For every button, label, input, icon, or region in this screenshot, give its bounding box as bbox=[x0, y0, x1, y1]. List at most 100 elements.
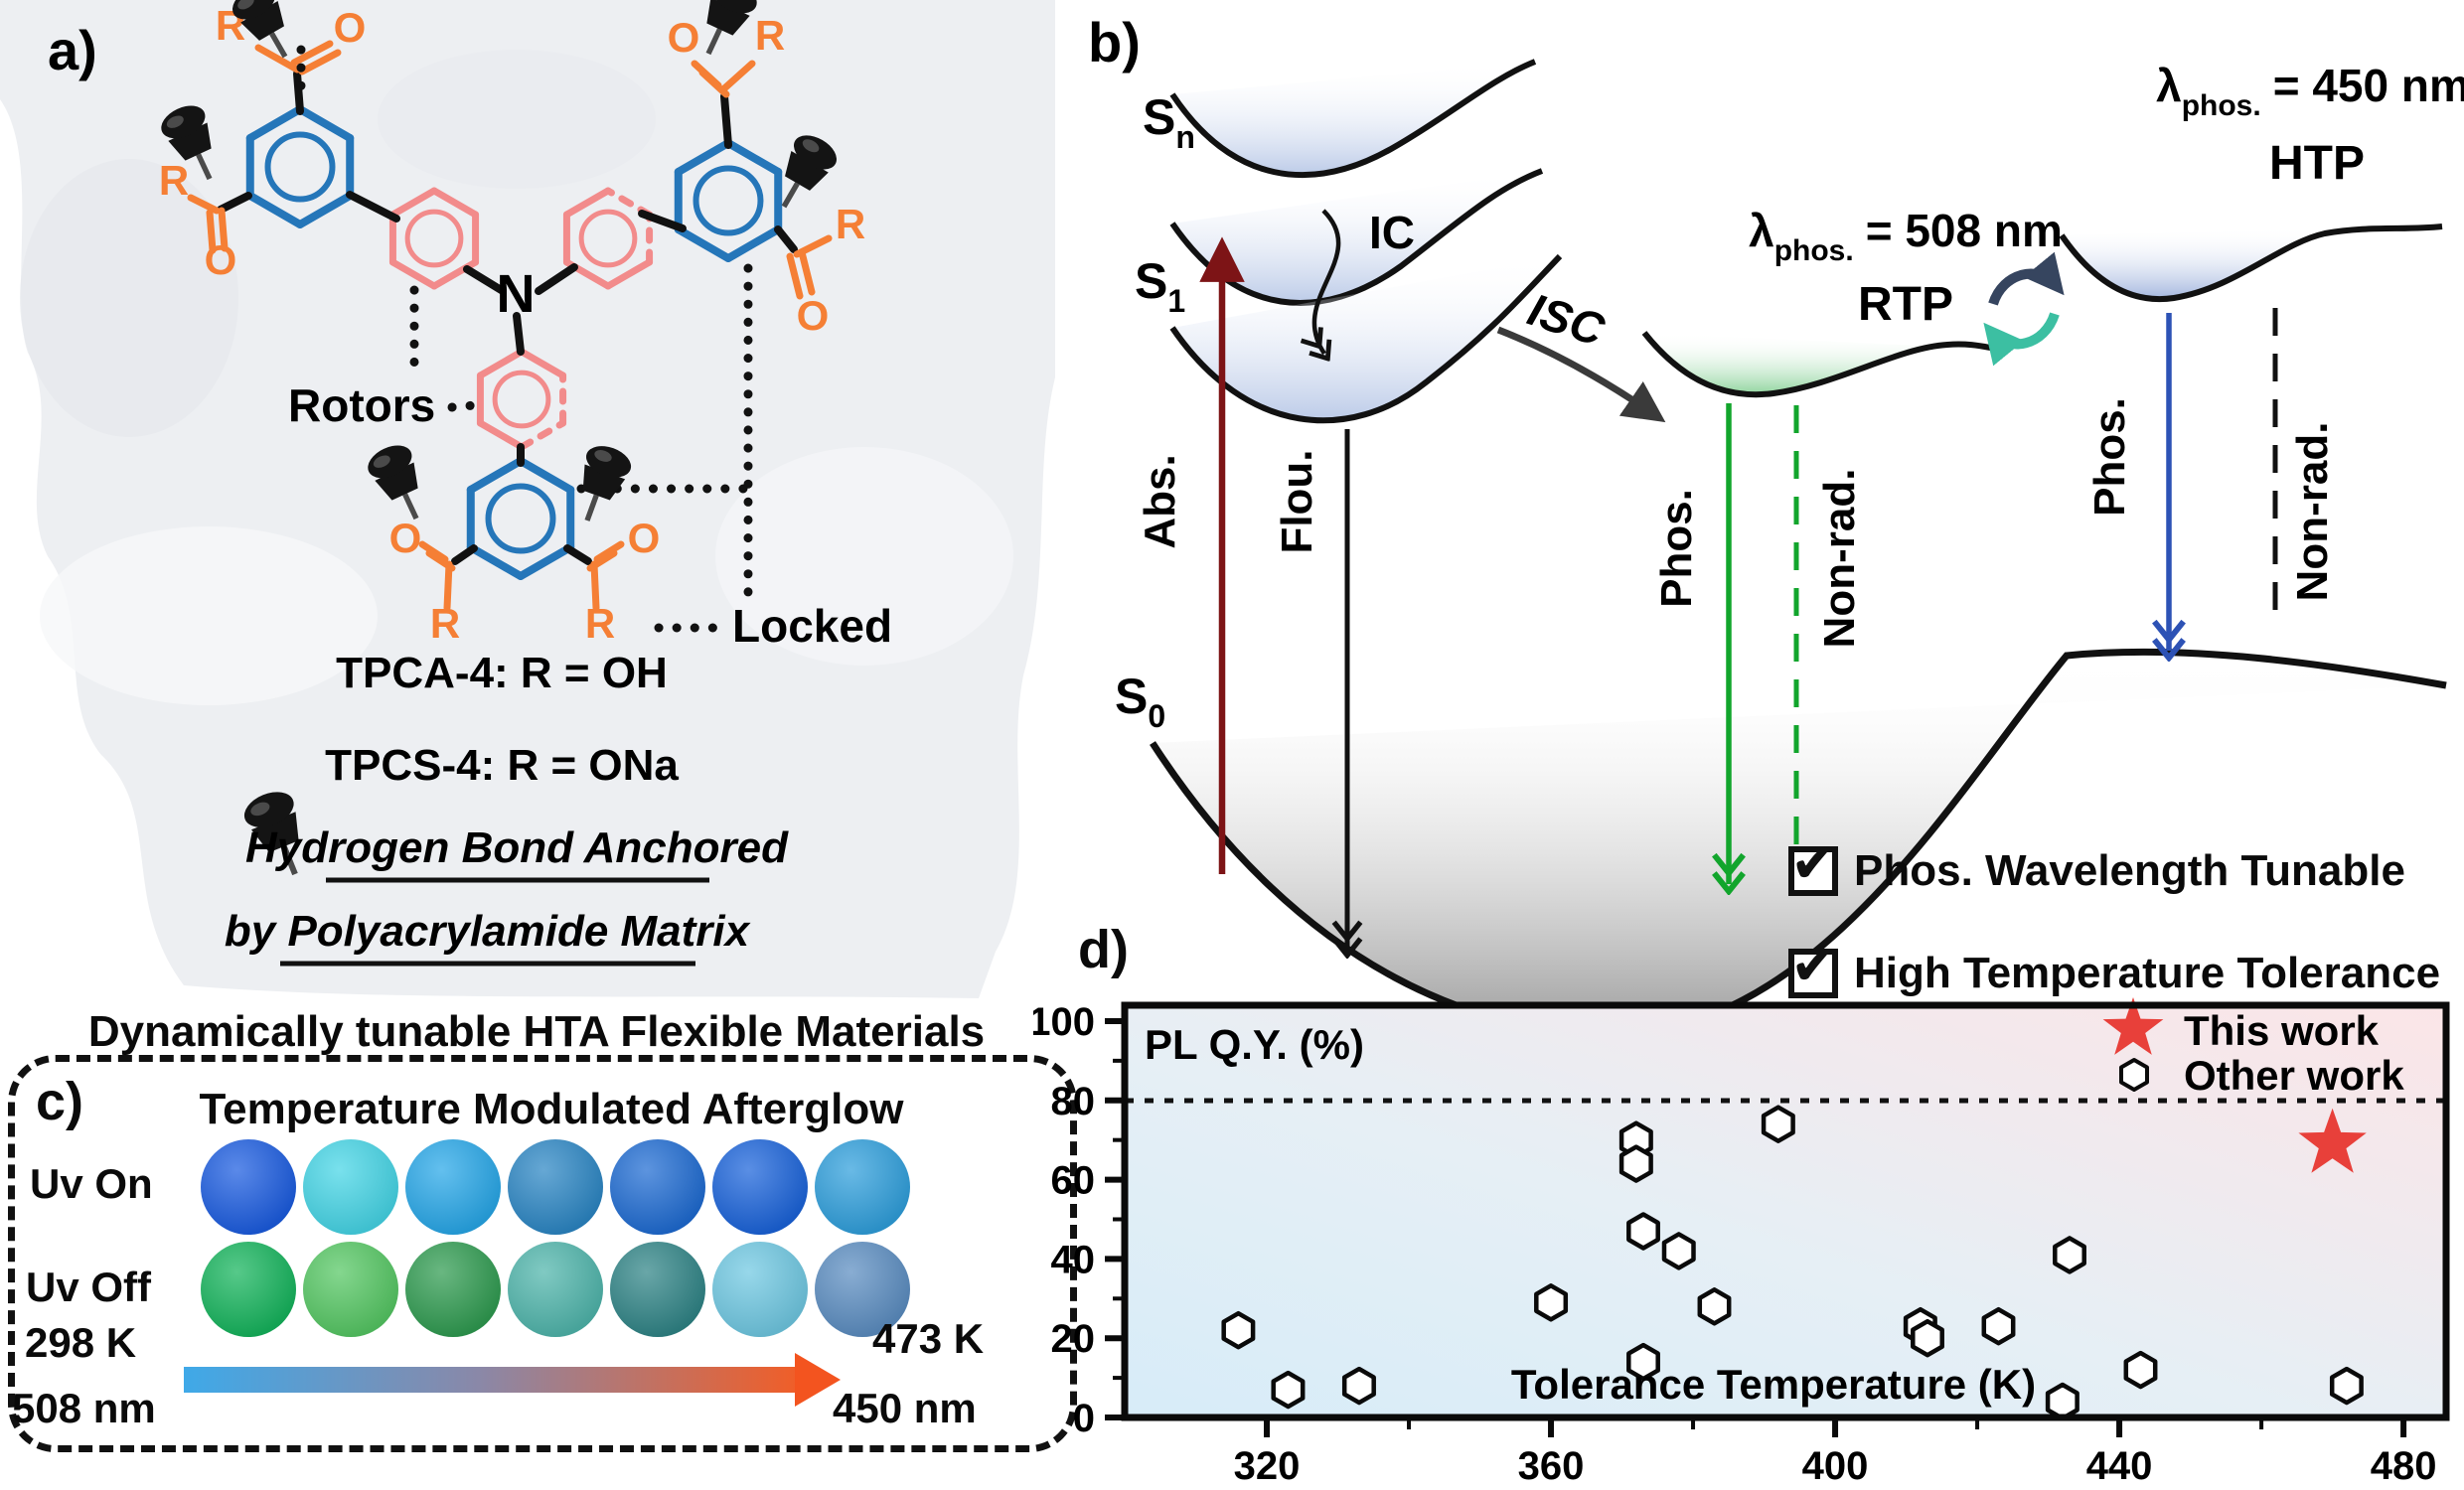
uv-off-label: Uv Off bbox=[26, 1264, 151, 1310]
atom-label: R bbox=[430, 600, 460, 647]
panel-c-title: Temperature Modulated Afterglow bbox=[199, 1085, 904, 1133]
uv-on-sample bbox=[201, 1139, 296, 1235]
benzene-ring-edge bbox=[724, 225, 783, 262]
s1-curve bbox=[1169, 253, 1563, 424]
data-point-other-work bbox=[1761, 1105, 1795, 1143]
x-tick-label: 400 bbox=[1802, 1444, 1869, 1488]
atom-label: O bbox=[205, 236, 237, 283]
checklist-text: High Temperature Tolerance bbox=[1854, 949, 2441, 997]
checklist-item-wavelength: ✔ Phos. Wavelength Tunable bbox=[1788, 831, 2405, 896]
mid-well-fill bbox=[1172, 171, 1542, 303]
benzene-ring-edge bbox=[517, 543, 575, 580]
carboxyl-bond bbox=[206, 209, 217, 254]
panel-d-chart: 320 360 400 440 480 0 20 40 60 80 100 This workOthe… bbox=[1033, 997, 2450, 1488]
benzene-ring-edge bbox=[388, 187, 438, 219]
bond bbox=[463, 265, 507, 295]
atom-label: R bbox=[585, 600, 615, 647]
benzene-ring-edge bbox=[296, 105, 355, 142]
atom-label: R bbox=[159, 157, 189, 204]
phos-rtp-label: Phos. bbox=[1652, 489, 1701, 608]
s0-curve bbox=[1150, 648, 2447, 1003]
data-point-other-work bbox=[1626, 1212, 1660, 1251]
benzene-ring-edge bbox=[476, 348, 526, 379]
rtp-wavelength: λphos. = 508 nm bbox=[1749, 205, 2063, 267]
bond bbox=[638, 210, 687, 232]
benzene-ring-edge bbox=[674, 139, 732, 176]
x-tick-label: 480 bbox=[2371, 1444, 2437, 1488]
carboxyl-bond bbox=[798, 248, 816, 296]
x-tick-label: 360 bbox=[1518, 1444, 1585, 1488]
state-s1-label: S1 bbox=[1135, 253, 1185, 319]
carboxyl-bond bbox=[298, 49, 342, 75]
benzene-ring-edge bbox=[296, 192, 355, 228]
temp-left-label: 298 K bbox=[25, 1319, 137, 1366]
locked-label: Locked bbox=[732, 600, 892, 652]
uv-off-sample bbox=[405, 1242, 501, 1337]
panel-b-label: b) bbox=[1088, 11, 1141, 74]
benzene-ring-edge bbox=[517, 457, 575, 494]
formula-tpcs: TPCS-4: R = ONa bbox=[325, 741, 679, 790]
legend-this-work-label: This work bbox=[2184, 1007, 2380, 1054]
atom-label: R bbox=[836, 201, 865, 247]
benzene-ring-edge bbox=[562, 187, 612, 219]
data-point-this-work bbox=[2298, 1108, 2367, 1173]
panel-b: b) Sn S1 S0 IC ISC Abs. Flou. Phos. bbox=[1088, 11, 2464, 1003]
bond bbox=[293, 70, 304, 115]
sn-curve bbox=[1169, 59, 1537, 178]
legend-hexagon-icon bbox=[2119, 1058, 2149, 1092]
uv-off-sample bbox=[303, 1242, 398, 1337]
state-sn-label: Sn bbox=[1143, 89, 1195, 155]
benzene-ring-inner-circle bbox=[485, 483, 556, 554]
atom-label: O bbox=[334, 4, 367, 51]
atom-label: O bbox=[668, 14, 700, 61]
rtp-name: RTP bbox=[1858, 278, 1953, 331]
data-point-other-work bbox=[1618, 1144, 1653, 1183]
nonrad-htp-label: Non-rad. bbox=[2288, 422, 2337, 602]
flou-label: Flou. bbox=[1273, 449, 1321, 553]
ic-label: IC bbox=[1369, 207, 1415, 258]
uv-on-sample bbox=[610, 1139, 705, 1235]
htp-name: HTP bbox=[2269, 137, 2365, 190]
y-tick-label: 60 bbox=[1051, 1159, 1096, 1203]
nitrogen-atom-label: N bbox=[497, 264, 536, 324]
uv-on-sample bbox=[712, 1139, 808, 1235]
benzene-ring-inner-circle bbox=[264, 131, 336, 203]
carboxyl-bond bbox=[254, 44, 301, 74]
carboxyl-bond bbox=[786, 252, 804, 300]
carboxyl-bond bbox=[593, 540, 625, 563]
carboxyl-bond bbox=[590, 560, 600, 612]
data-point-other-work bbox=[1911, 1318, 1944, 1358]
uv-on-label: Uv On bbox=[30, 1160, 153, 1207]
matrix-swirl bbox=[378, 50, 656, 189]
carboxyl-bond bbox=[698, 69, 730, 98]
rotors-label: Rotors bbox=[288, 379, 435, 431]
carboxyl-bond bbox=[586, 549, 618, 572]
y-tick-label: 80 bbox=[1051, 1080, 1096, 1123]
bond bbox=[451, 544, 478, 565]
benzene-ring-inner-circle bbox=[578, 209, 638, 268]
state-s0-label: S0 bbox=[1115, 669, 1165, 734]
htp-curve bbox=[2059, 224, 2443, 303]
sn-well-fill bbox=[1172, 62, 1535, 176]
s1-well-fill bbox=[1172, 256, 1560, 421]
legend-star-icon bbox=[2102, 997, 2164, 1055]
uv-off-sample bbox=[712, 1242, 808, 1337]
matrix-swirl bbox=[40, 526, 378, 705]
uv-off-sample bbox=[815, 1242, 910, 1337]
benzene-ring-edge bbox=[674, 225, 732, 262]
benzene-ring-inner-circle bbox=[404, 209, 464, 268]
y-tick-label: 0 bbox=[1073, 1397, 1095, 1440]
matrix-swirl bbox=[20, 159, 238, 437]
carboxyl-bond bbox=[187, 194, 221, 215]
benzene-ring-edge bbox=[430, 187, 480, 219]
isc-arrow bbox=[1496, 326, 1666, 423]
panel-a-caption: Dynamically tunable HTA Flexible Materia… bbox=[87, 1007, 986, 1056]
cycle-arrow-forward bbox=[1988, 251, 2065, 306]
benzene-ring-edge bbox=[518, 348, 567, 379]
data-point-other-work bbox=[1534, 1283, 1569, 1322]
legend-other-work-label: Other work bbox=[2184, 1052, 2404, 1099]
x-axis-title: Tolerance Temperature (K) bbox=[1511, 1361, 2036, 1408]
uv-on-sample bbox=[815, 1139, 910, 1235]
